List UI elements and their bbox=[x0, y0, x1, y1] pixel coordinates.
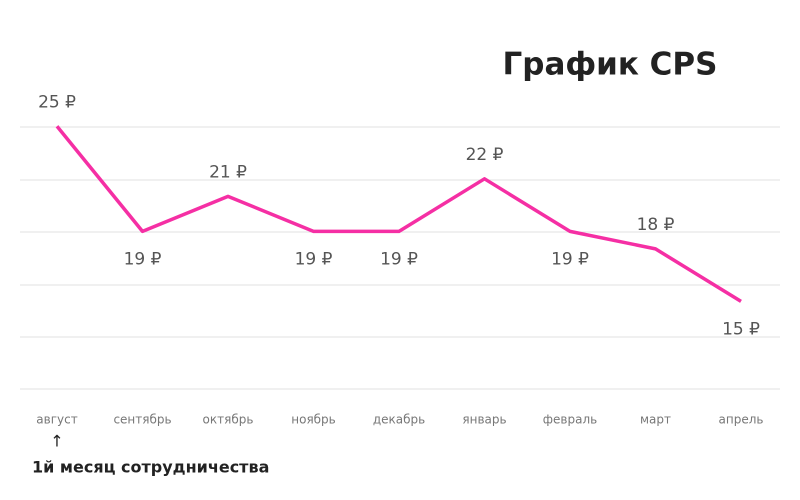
value-label: 22 ₽ bbox=[466, 145, 504, 165]
value-label: 25 ₽ bbox=[38, 92, 76, 112]
x-tick-label: ноябрь bbox=[291, 413, 336, 427]
x-tick-label: январь bbox=[462, 413, 506, 427]
x-tick-label: август bbox=[36, 413, 77, 427]
line bbox=[55, 125, 742, 303]
value-label: 19 ₽ bbox=[380, 249, 418, 269]
value-label: 19 ₽ bbox=[124, 249, 162, 269]
arrow: ↑ bbox=[50, 432, 63, 451]
x-tick-label: февраль bbox=[543, 413, 597, 427]
value-label: 15 ₽ bbox=[722, 319, 760, 339]
x-tick-label: апрель bbox=[719, 413, 764, 427]
x-tick-label: март bbox=[640, 413, 671, 427]
x-tick-label: сентябрь bbox=[113, 413, 171, 427]
annotation: 1й месяц сотрудничества bbox=[32, 458, 269, 477]
value-label: 21 ₽ bbox=[209, 162, 247, 182]
value-label: 19 ₽ bbox=[551, 249, 589, 269]
chart-title: График CPS bbox=[503, 47, 718, 83]
x-tick-label: октябрь bbox=[203, 413, 254, 427]
x-tick-label: декабрь bbox=[373, 413, 425, 427]
value-label: 19 ₽ bbox=[295, 249, 333, 269]
value-label: 18 ₽ bbox=[637, 215, 675, 235]
